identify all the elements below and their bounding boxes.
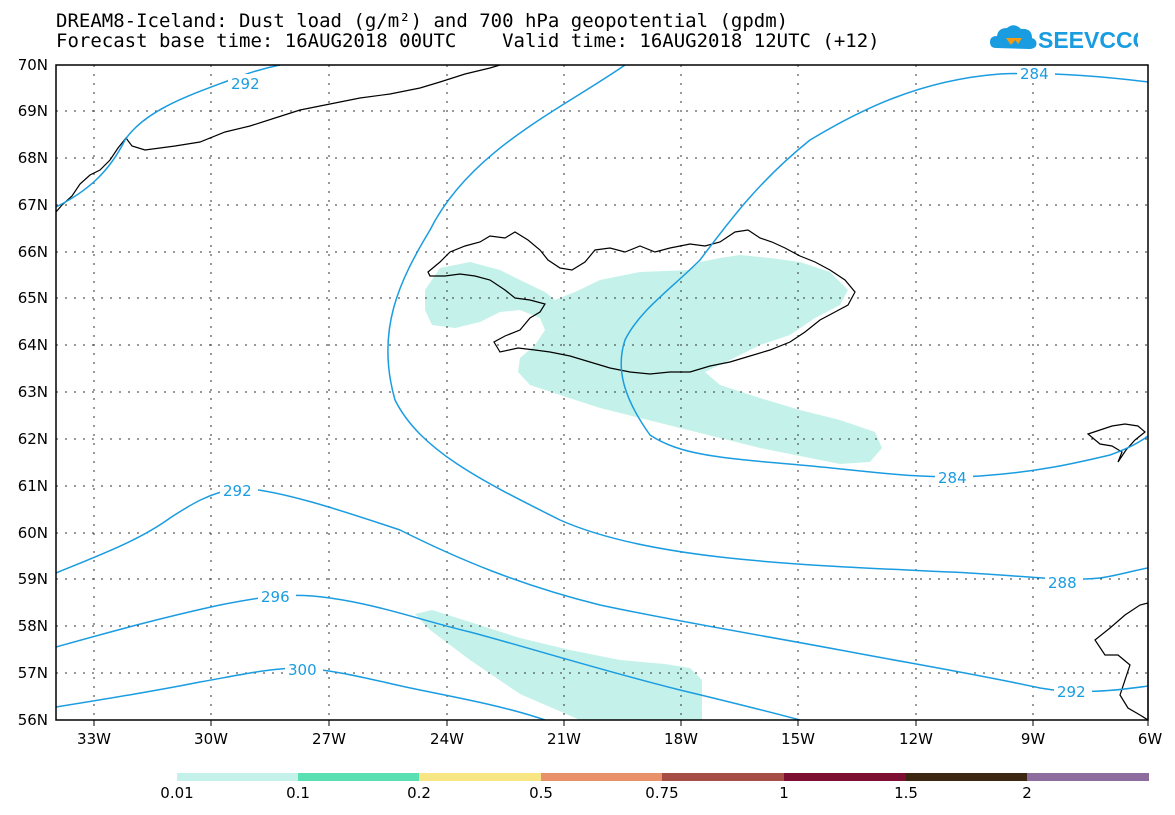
lat-label: 60N <box>18 524 48 542</box>
dust-load-shading <box>415 255 882 720</box>
lat-label: 61N <box>18 477 48 495</box>
colorbar-label: 1.5 <box>894 784 918 802</box>
lon-label: 9W <box>1021 730 1046 748</box>
lat-label: 65N <box>18 289 48 307</box>
colorbar-segment <box>419 773 541 781</box>
lon-label: 33W <box>77 730 111 748</box>
lat-label: 69N <box>18 102 48 120</box>
lat-label: 67N <box>18 196 48 214</box>
contour-label: 288 <box>1048 574 1077 592</box>
lon-label: 6W <box>1138 730 1163 748</box>
contour-label: 292 <box>231 75 260 93</box>
iceland-coast <box>427 229 856 375</box>
contour-label: 292 <box>223 482 252 500</box>
lon-label: 18W <box>664 730 698 748</box>
colorbar-segment <box>298 773 419 781</box>
colorbar <box>177 773 1149 781</box>
lon-label: 21W <box>547 730 581 748</box>
colorbar-label: 0.01 <box>160 784 194 802</box>
lon-label: 27W <box>312 730 346 748</box>
lat-label: 64N <box>18 336 48 354</box>
map-frame <box>55 64 1149 721</box>
lon-label: 15W <box>781 730 815 748</box>
latitude-labels: 70N 69N 68N 67N 66N 65N 64N 63N 62N 61N … <box>18 56 48 729</box>
dust-plume-south <box>415 610 702 720</box>
colorbar-segment <box>541 773 662 781</box>
logo-text: SEEVCCC <box>1038 27 1138 53</box>
contour-label: 300 <box>288 661 317 679</box>
lat-label: 63N <box>18 383 48 401</box>
lon-label: 12W <box>899 730 933 748</box>
lon-label: 30W <box>194 730 228 748</box>
tick-marks <box>93 720 1149 726</box>
colorbar-segment <box>662 773 784 781</box>
contour-label: 292 <box>1057 683 1086 701</box>
contour-label: 296 <box>261 588 290 606</box>
colorbar-label: 0.75 <box>645 784 679 802</box>
longitude-labels: 33W 30W 27W 24W 21W 18W 15W 12W 9W 6W <box>77 730 1162 748</box>
contour-292-south <box>55 487 1149 693</box>
colorbar-label: 0.5 <box>529 784 553 802</box>
colorbar-segment <box>177 773 298 781</box>
contour-296 <box>55 594 801 721</box>
colorbar-segment <box>784 773 906 781</box>
colorbar-label: 0.2 <box>407 784 431 802</box>
contour-label: 284 <box>938 469 967 487</box>
contour-labels: 292 284 284 292 288 296 292 300 <box>220 64 1092 701</box>
contour-label: 284 <box>1020 65 1049 83</box>
contour-292-north <box>55 64 281 208</box>
seevccc-logo: SEEVCCC <box>990 25 1138 53</box>
lat-label: 70N <box>18 56 48 74</box>
colorbar-label: 2 <box>1022 784 1032 802</box>
lat-label: 59N <box>18 570 48 588</box>
title-line-1: DREAM8-Iceland: Dust load (g/m²) and 700… <box>56 10 789 32</box>
cloud-logo-icon <box>990 25 1037 49</box>
faroe-islands-coast <box>1086 423 1146 463</box>
colorbar-label: 1 <box>779 784 789 802</box>
colorbar-segment <box>1027 773 1149 781</box>
colorbar-segment <box>906 773 1027 781</box>
lat-label: 62N <box>18 430 48 448</box>
lat-label: 56N <box>18 711 48 729</box>
contour-284 <box>620 72 1149 478</box>
lat-label: 66N <box>18 243 48 261</box>
lat-label: 68N <box>18 149 48 167</box>
lat-label: 57N <box>18 664 48 682</box>
scotland-coast <box>1094 602 1149 722</box>
title-line-2: Forecast base time: 16AUG2018 00UTC Vali… <box>56 30 880 52</box>
lat-label: 58N <box>18 617 48 635</box>
coastlines <box>55 64 1149 722</box>
lon-label: 24W <box>430 730 464 748</box>
colorbar-label: 0.1 <box>286 784 310 802</box>
dust-plume-iceland <box>425 255 882 464</box>
greenland-coast <box>55 64 501 213</box>
